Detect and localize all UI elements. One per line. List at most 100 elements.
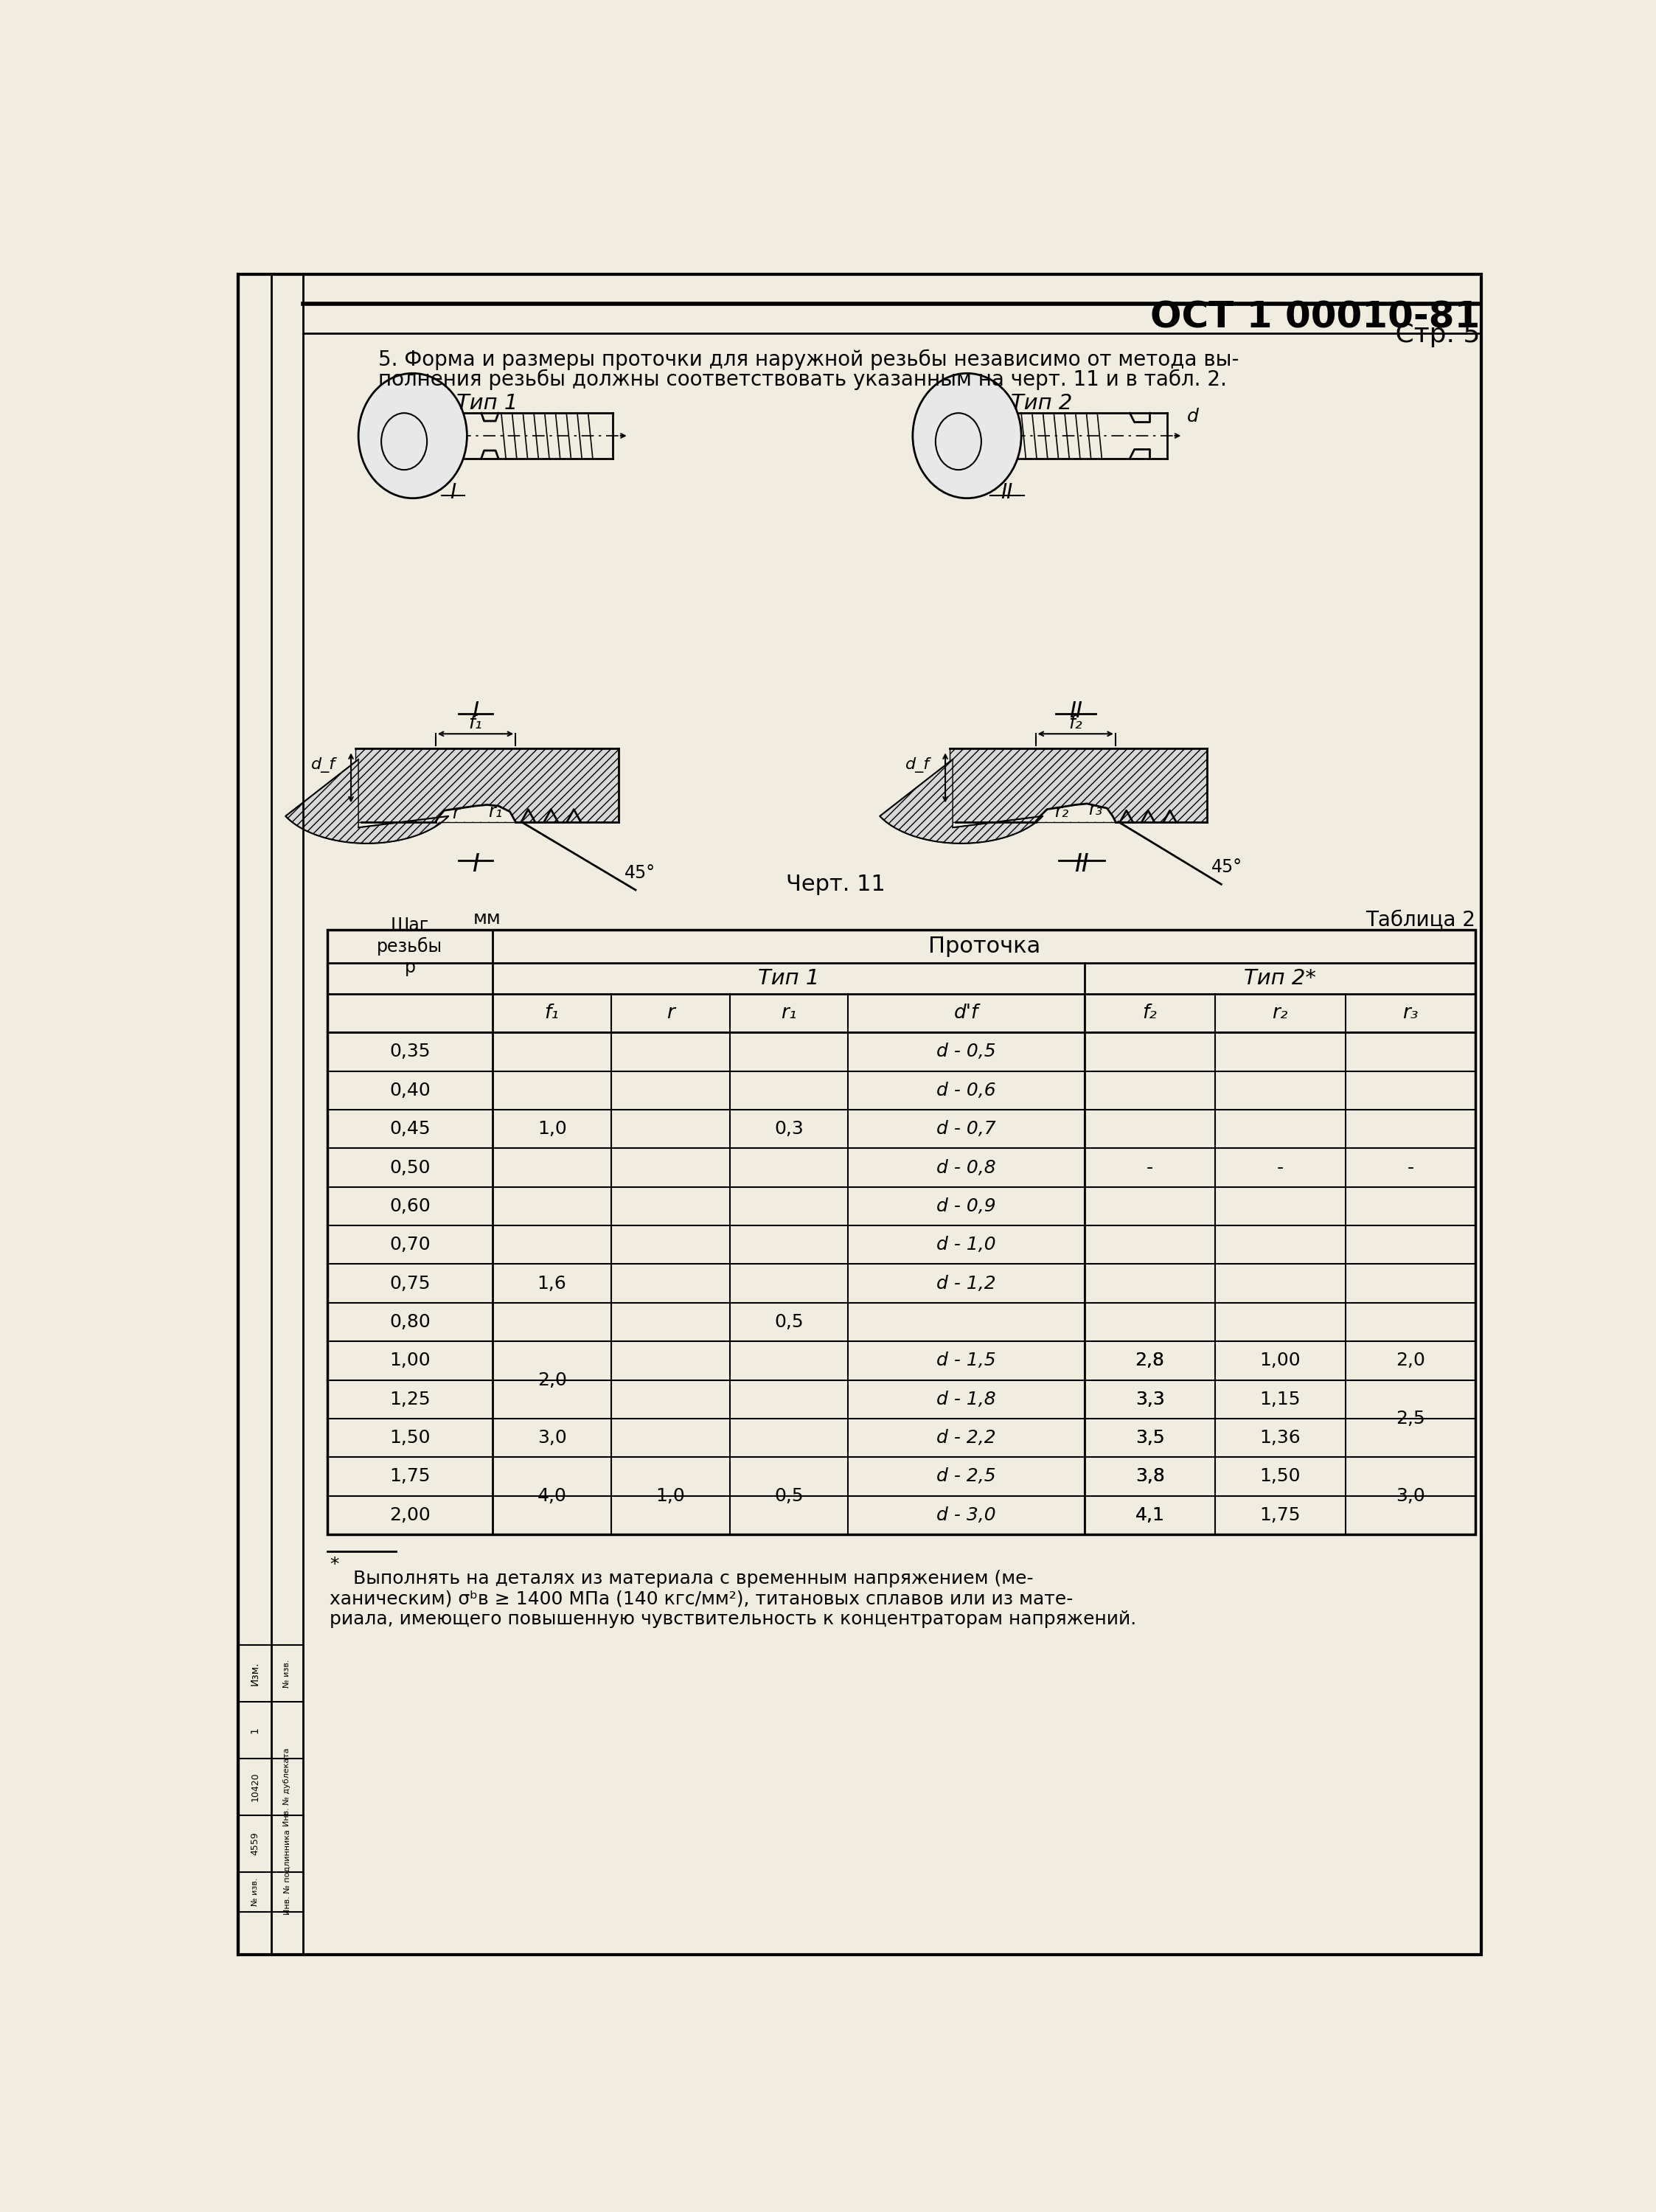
- Text: 5. Форма и размеры проточки для наружной резьбы независимо от метода вы-: 5. Форма и размеры проточки для наружной…: [379, 349, 1239, 369]
- Text: 0,75: 0,75: [389, 1274, 431, 1292]
- Text: I: I: [472, 852, 479, 876]
- Text: f₁: f₁: [469, 714, 482, 732]
- Text: 0,60: 0,60: [389, 1197, 431, 1214]
- Text: Таблица 2: Таблица 2: [1366, 909, 1475, 931]
- Polygon shape: [1035, 803, 1116, 823]
- Ellipse shape: [912, 374, 1022, 498]
- Text: 3,8: 3,8: [1136, 1467, 1164, 1484]
- Text: 3,0: 3,0: [537, 1429, 566, 1447]
- Text: 10420: 10420: [250, 1772, 260, 1801]
- Text: № изв.: № изв.: [283, 1659, 291, 1688]
- Text: f₂: f₂: [1068, 714, 1083, 732]
- Text: 1,15: 1,15: [1260, 1391, 1300, 1409]
- Text: d: d: [1187, 407, 1199, 425]
- Text: 1,0: 1,0: [656, 1486, 686, 1504]
- Text: f₁: f₁: [545, 1004, 560, 1022]
- Text: 1,75: 1,75: [1260, 1506, 1300, 1524]
- Polygon shape: [879, 759, 1043, 843]
- Text: 0,70: 0,70: [389, 1237, 431, 1254]
- Text: II: II: [1068, 701, 1081, 721]
- Text: 2,0: 2,0: [537, 1371, 566, 1389]
- Text: 4559: 4559: [250, 1832, 260, 1856]
- Text: 1,0: 1,0: [537, 1119, 566, 1137]
- Text: II: II: [1075, 852, 1088, 876]
- Text: Шаг
резьбы
p: Шаг резьбы p: [378, 916, 442, 975]
- Text: 45°: 45°: [624, 865, 656, 883]
- Text: d - 0,6: d - 0,6: [937, 1082, 997, 1099]
- Text: r₂: r₂: [1055, 803, 1068, 821]
- Text: r₁: r₁: [489, 803, 503, 821]
- Text: Проточка: Проточка: [927, 936, 1040, 958]
- Text: Черт. 11: Черт. 11: [787, 874, 886, 896]
- Polygon shape: [356, 748, 618, 823]
- Text: 3,3: 3,3: [1136, 1391, 1164, 1409]
- Text: 3,5: 3,5: [1136, 1429, 1164, 1447]
- Text: 1,36: 1,36: [1260, 1429, 1300, 1447]
- Ellipse shape: [358, 374, 467, 498]
- Text: 45°: 45°: [1212, 858, 1242, 876]
- Text: 2,00: 2,00: [389, 1506, 431, 1524]
- Text: d - 0,5: d - 0,5: [937, 1042, 997, 1060]
- Text: d - 2,5: d - 2,5: [937, 1467, 997, 1484]
- Text: f₂: f₂: [1143, 1004, 1158, 1022]
- Text: Стр. 5: Стр. 5: [1386, 323, 1480, 347]
- Text: I: I: [450, 482, 455, 502]
- Text: 3,8: 3,8: [1136, 1467, 1164, 1484]
- Text: мм: мм: [474, 909, 500, 927]
- Text: Изм.: Изм.: [250, 1661, 260, 1686]
- Text: Инв. № дублеката: Инв. № дублеката: [283, 1747, 291, 1827]
- Text: 0,5: 0,5: [773, 1314, 803, 1332]
- Text: 1,50: 1,50: [1260, 1467, 1300, 1484]
- Text: r₃: r₃: [1088, 801, 1103, 818]
- Text: 1,00: 1,00: [389, 1352, 431, 1369]
- Text: r₃: r₃: [1403, 1004, 1418, 1022]
- Text: 2,0: 2,0: [1396, 1352, 1426, 1369]
- Text: d - 0,8: d - 0,8: [937, 1159, 997, 1177]
- Text: d - 1,5: d - 1,5: [937, 1352, 997, 1369]
- Polygon shape: [285, 759, 449, 843]
- Text: 0,5: 0,5: [773, 1486, 803, 1504]
- Text: d'f: d'f: [954, 1004, 979, 1022]
- Text: 0,35: 0,35: [389, 1042, 431, 1060]
- Text: Тип 1: Тип 1: [457, 394, 518, 414]
- Text: d - 0,7: d - 0,7: [937, 1119, 997, 1137]
- Text: № изв.: № изв.: [252, 1878, 258, 1907]
- Text: r₂: r₂: [1272, 1004, 1288, 1022]
- Text: полнения резьбы должны соответствовать указанным на черт. 11 и в табл. 2.: полнения резьбы должны соответствовать у…: [379, 369, 1227, 389]
- Text: 3,5: 3,5: [1136, 1429, 1164, 1447]
- Text: d - 1,0: d - 1,0: [937, 1237, 997, 1254]
- Text: d - 3,0: d - 3,0: [937, 1506, 997, 1524]
- Text: 0,80: 0,80: [389, 1314, 431, 1332]
- Text: -: -: [1146, 1159, 1153, 1177]
- Text: 0,50: 0,50: [389, 1159, 431, 1177]
- Text: -: -: [1408, 1159, 1414, 1177]
- Text: 4,1: 4,1: [1136, 1506, 1164, 1524]
- Polygon shape: [436, 805, 515, 823]
- Text: d - 2,2: d - 2,2: [937, 1429, 997, 1447]
- Text: 1,75: 1,75: [389, 1467, 431, 1484]
- Text: 4,0: 4,0: [537, 1486, 566, 1504]
- Text: 1,25: 1,25: [389, 1391, 431, 1409]
- Bar: [326, 929, 1475, 1535]
- Text: 1,00: 1,00: [1260, 1352, 1300, 1369]
- Text: 4,1: 4,1: [1136, 1506, 1164, 1524]
- Text: II: II: [1000, 482, 1013, 502]
- Text: Инв. № подлинника: Инв. № подлинника: [283, 1829, 291, 1916]
- Text: I: I: [472, 701, 479, 721]
- Text: 2,5: 2,5: [1396, 1409, 1426, 1427]
- Text: -: -: [1277, 1159, 1283, 1177]
- Text: d - 1,8: d - 1,8: [937, 1391, 997, 1409]
- Text: r: r: [666, 1004, 674, 1022]
- Text: 1,6: 1,6: [537, 1274, 566, 1292]
- Text: r: r: [452, 805, 459, 823]
- Text: Выполнять на деталях из материала с временным напряжением (ме-: Выполнять на деталях из материала с врем…: [330, 1571, 1033, 1588]
- Text: риала, имеющего повышенную чувствительность к концентраторам напряжений.: риала, имеющего повышенную чувствительно…: [330, 1610, 1136, 1628]
- Text: 0,45: 0,45: [389, 1119, 431, 1137]
- Text: d - 1,2: d - 1,2: [937, 1274, 997, 1292]
- Text: d_f: d_f: [906, 757, 929, 772]
- Text: Тип 1: Тип 1: [758, 969, 820, 989]
- Text: d - 0,9: d - 0,9: [937, 1197, 997, 1214]
- Text: 3,0: 3,0: [1396, 1486, 1426, 1504]
- Text: 0,3: 0,3: [773, 1119, 803, 1137]
- Text: *: *: [330, 1555, 339, 1573]
